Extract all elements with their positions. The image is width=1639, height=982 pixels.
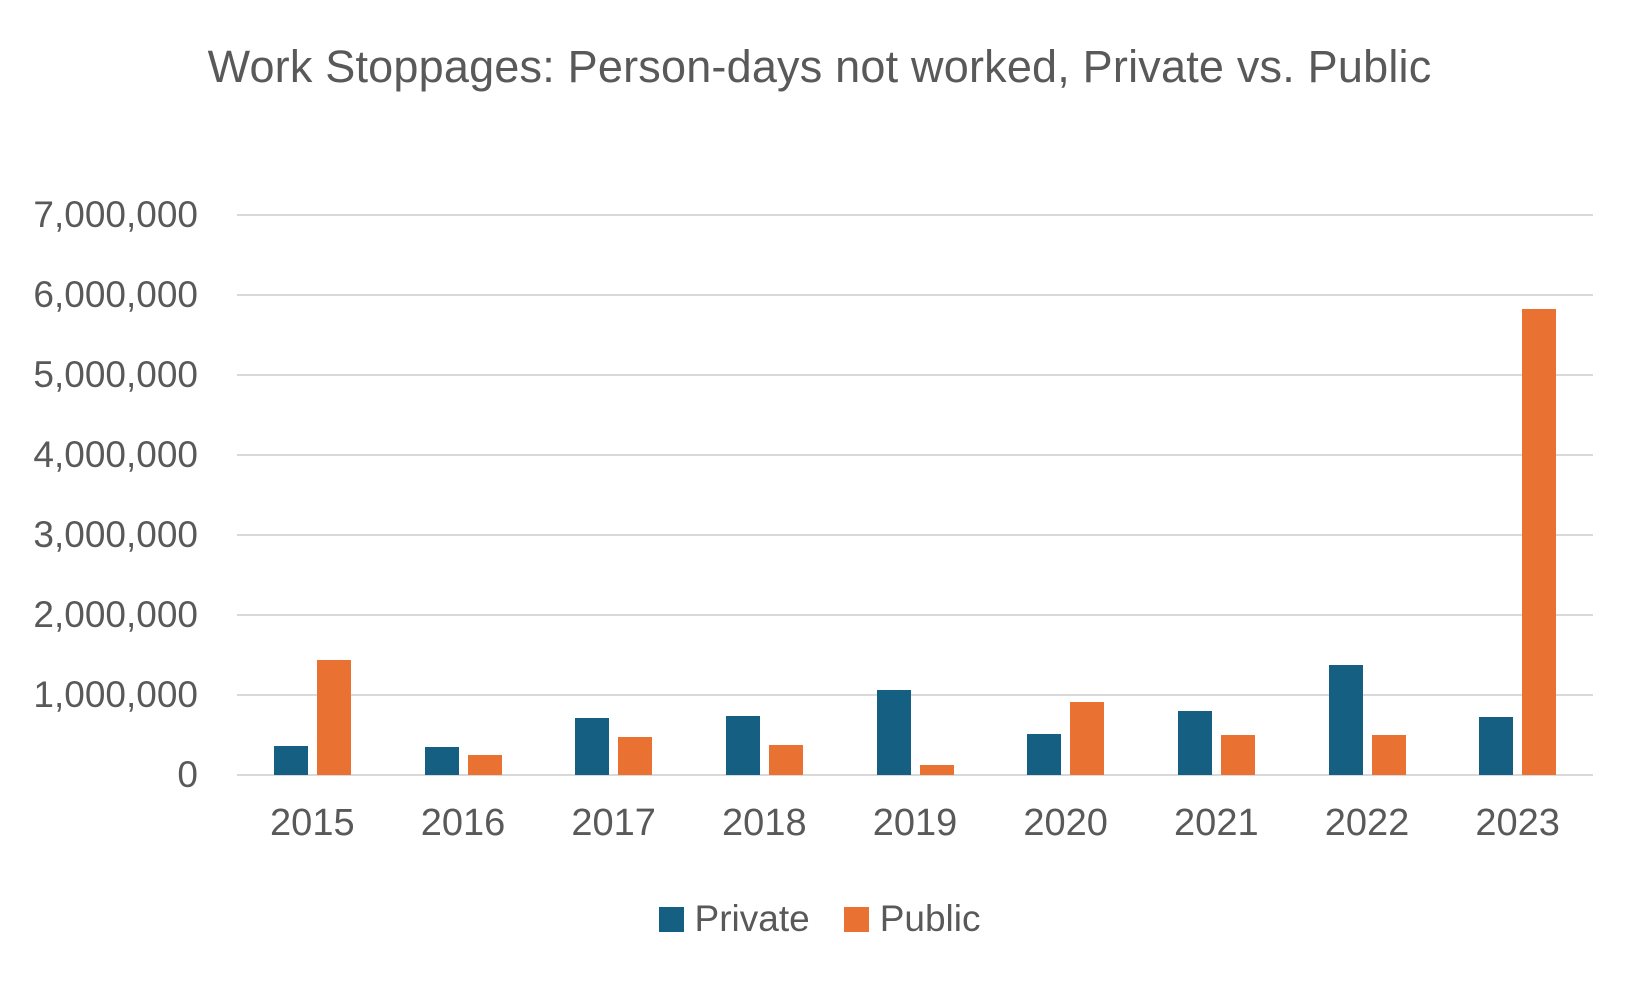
- x-axis-label: 2023: [1475, 802, 1560, 844]
- bar-public-2015: [316, 660, 351, 775]
- x-axis-label: 2020: [1023, 802, 1108, 844]
- gridline: [237, 294, 1593, 296]
- bar-private-2021: [1177, 711, 1212, 775]
- bar-public-2017: [618, 737, 653, 775]
- bar-public-2016: [467, 755, 502, 775]
- x-axis-label: 2016: [420, 802, 506, 844]
- legend: Private Public: [0, 898, 1639, 940]
- bar-private-2019: [876, 690, 911, 775]
- gridline: [237, 534, 1593, 536]
- y-axis-label: 1,000,000: [33, 674, 198, 715]
- bar-public-2018: [768, 745, 803, 775]
- bar-private-2015: [273, 746, 308, 775]
- legend-label-public: Public: [879, 898, 981, 939]
- bar-private-2023: [1479, 717, 1514, 775]
- y-axis-label: 7,000,000: [33, 194, 198, 235]
- x-axis-label: 2022: [1324, 802, 1410, 844]
- bar-private-2016: [424, 747, 459, 775]
- bar-private-2020: [1027, 734, 1062, 775]
- x-axis-label: 2019: [872, 802, 958, 844]
- legend-label-private: Private: [694, 898, 810, 939]
- gridline: [237, 694, 1593, 696]
- bar-public-2021: [1220, 735, 1255, 775]
- y-axis-label: 6,000,000: [33, 274, 198, 315]
- gridline: [237, 614, 1593, 616]
- y-axis-label: 3,000,000: [33, 514, 198, 555]
- gridline: [237, 214, 1593, 216]
- x-axis-label: 2017: [571, 802, 656, 844]
- gridline: [237, 454, 1593, 456]
- bar-public-2019: [919, 765, 954, 775]
- bar-private-2018: [725, 716, 760, 775]
- bar-private-2017: [575, 718, 610, 775]
- legend-item-private: Private: [658, 898, 810, 940]
- chart-title: Work Stoppages: Person-days not worked, …: [207, 41, 1432, 92]
- x-axis-label: 2018: [722, 802, 807, 844]
- gridline: [237, 374, 1593, 376]
- bar-public-2023: [1522, 309, 1557, 775]
- bar-private-2022: [1328, 665, 1363, 775]
- legend-swatch-private: [658, 906, 684, 932]
- legend-item-public: Public: [843, 898, 981, 940]
- y-axis-label: 4,000,000: [33, 434, 198, 475]
- x-axis-label: 2015: [270, 802, 355, 844]
- legend-swatch-public: [843, 906, 869, 932]
- gridline: [237, 774, 1593, 776]
- x-axis-label: 2021: [1174, 802, 1259, 844]
- bar-public-2022: [1371, 735, 1406, 775]
- bar-public-2020: [1070, 702, 1105, 775]
- y-axis-label: 5,000,000: [33, 354, 198, 395]
- y-axis-label: 2,000,000: [33, 594, 198, 635]
- y-axis-label: 0: [177, 754, 198, 795]
